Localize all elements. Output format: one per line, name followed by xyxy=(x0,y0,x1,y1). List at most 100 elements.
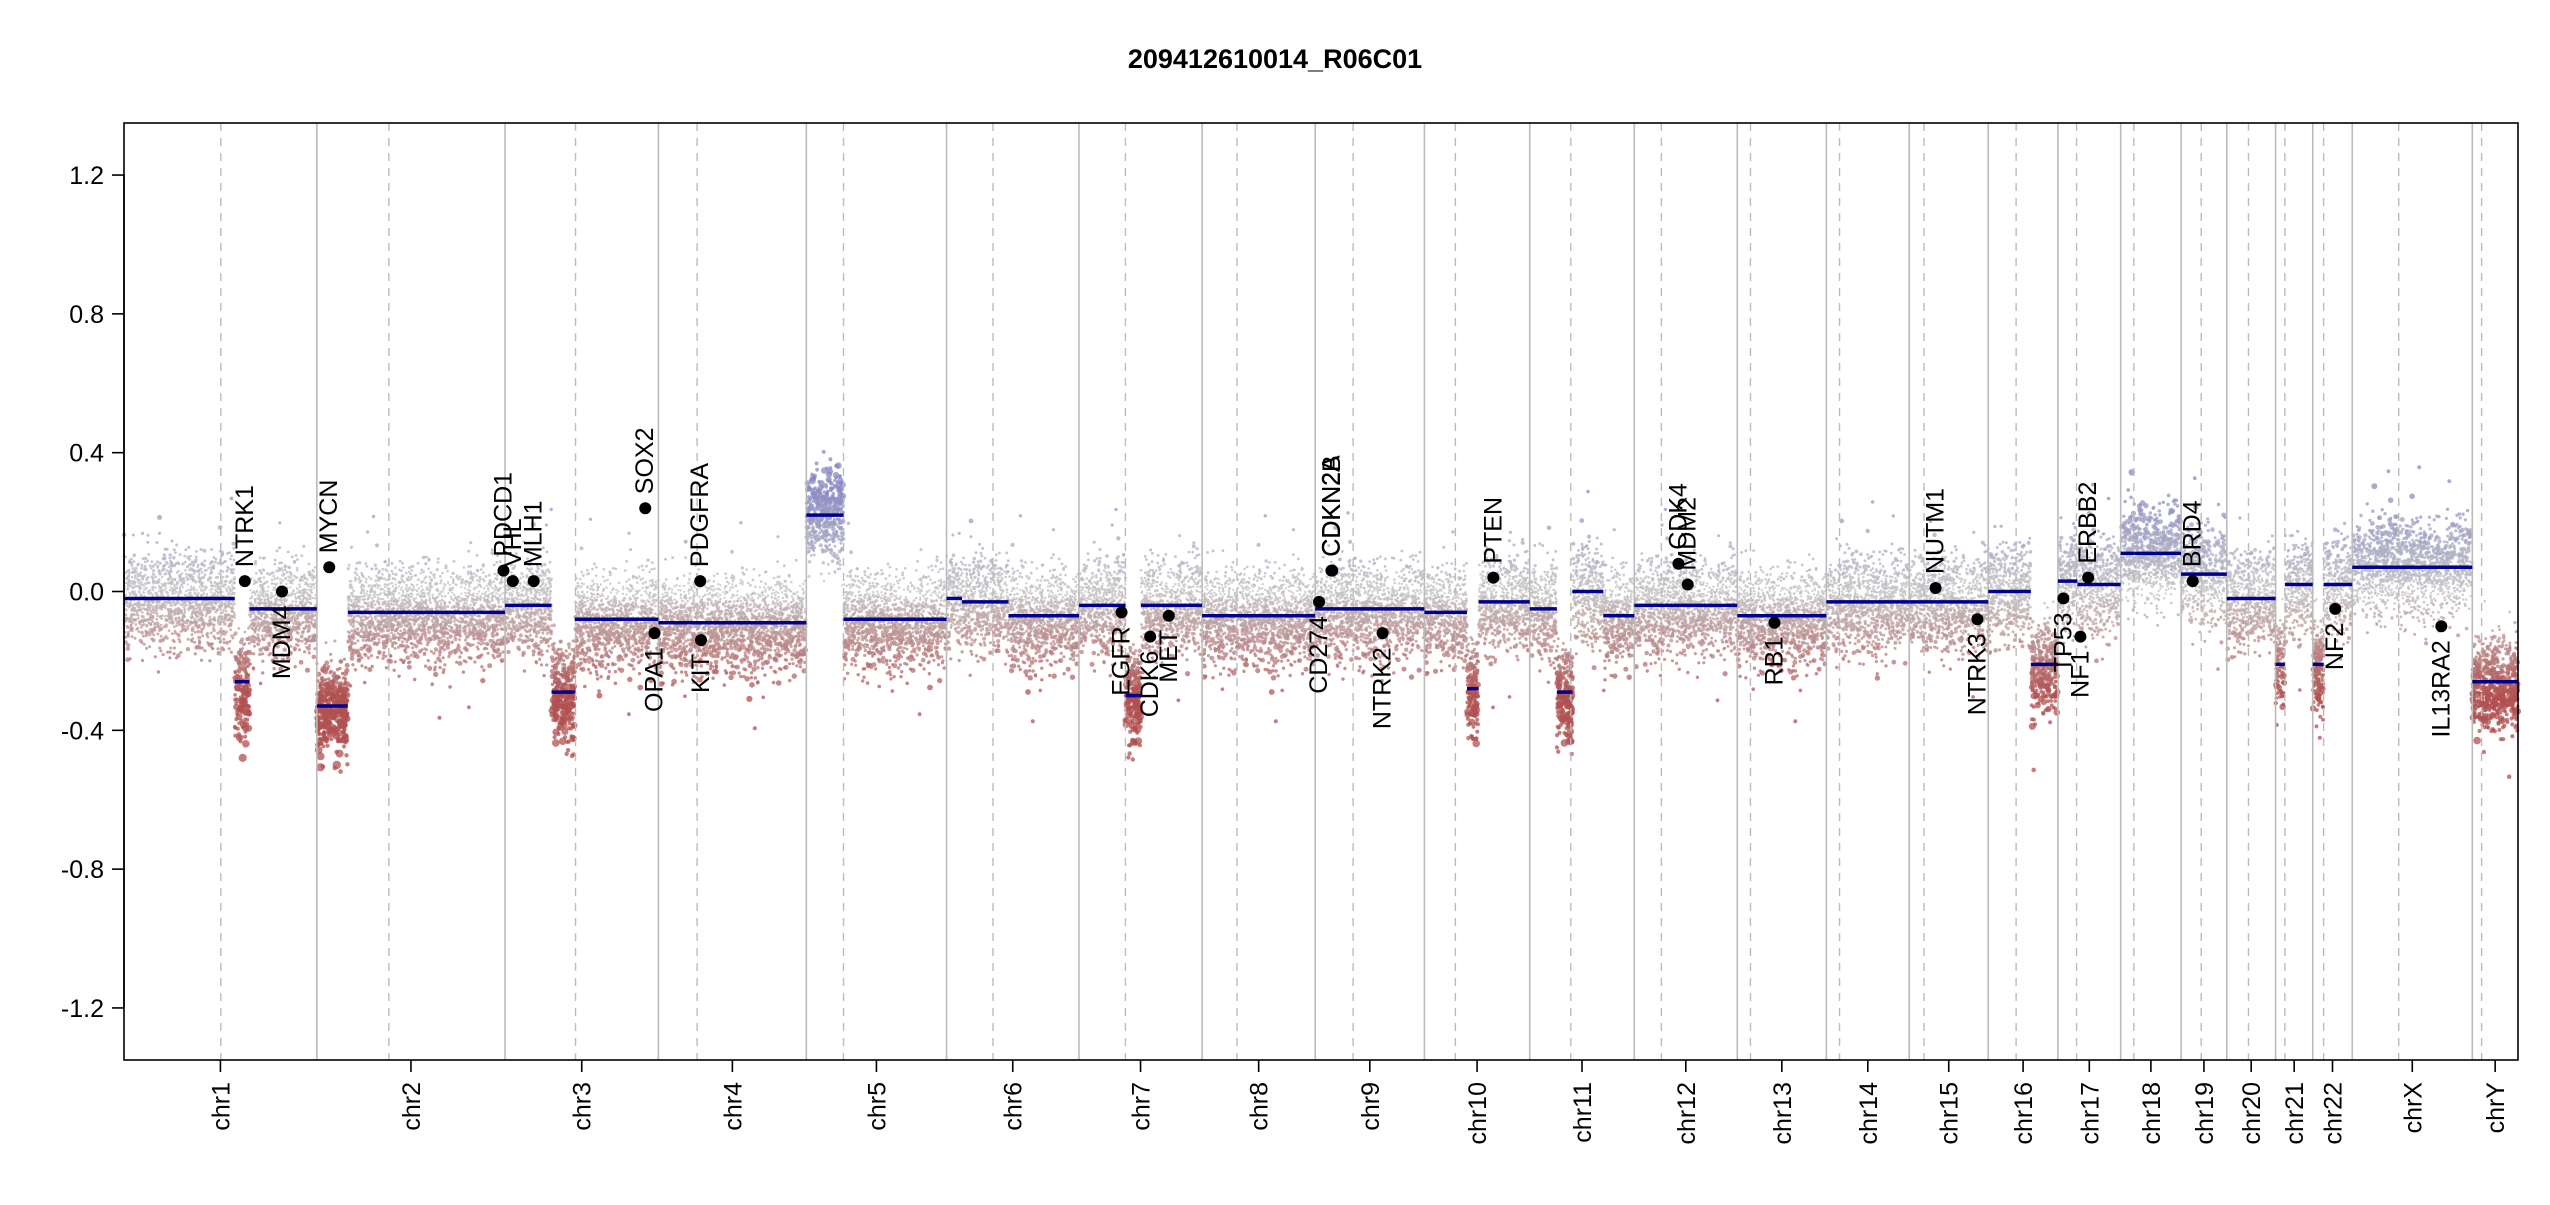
probe-point xyxy=(261,638,264,641)
probe-point xyxy=(148,621,151,624)
probe-point xyxy=(248,638,251,641)
probe-point xyxy=(139,588,141,590)
probe-point xyxy=(239,754,247,762)
probe-point xyxy=(413,678,416,681)
probe-point xyxy=(483,607,486,610)
probe-point xyxy=(350,546,353,549)
probe-point xyxy=(443,663,446,666)
probe-point xyxy=(249,615,252,618)
probe-point xyxy=(494,573,497,576)
probe-point xyxy=(184,569,187,572)
probe-point xyxy=(314,597,316,599)
probe-point xyxy=(427,567,430,570)
probe-point xyxy=(255,627,258,630)
probe-point xyxy=(332,733,336,737)
probe-point xyxy=(312,655,317,660)
probe-point xyxy=(437,636,440,639)
probe-point xyxy=(192,611,195,614)
probe-point xyxy=(353,631,356,634)
probe-point xyxy=(159,649,162,652)
probe-point xyxy=(434,599,437,602)
probe-point xyxy=(152,581,155,584)
probe-point xyxy=(491,654,494,657)
probe-point xyxy=(423,592,425,594)
probe-point xyxy=(191,587,193,589)
probe-point xyxy=(530,619,533,622)
probe-point xyxy=(471,617,474,620)
probe-point xyxy=(201,603,204,606)
probe-point xyxy=(430,571,433,574)
probe-point xyxy=(468,593,471,596)
probe-point xyxy=(360,591,362,593)
probe-point xyxy=(126,626,130,630)
probe-point xyxy=(313,575,316,578)
probe-point xyxy=(500,598,502,600)
probe-point xyxy=(307,621,310,624)
probe-point xyxy=(131,564,134,567)
probe-point xyxy=(403,620,406,623)
probe-point xyxy=(402,574,405,577)
probe-point xyxy=(205,586,208,589)
probe-point xyxy=(442,656,445,659)
probe-point xyxy=(233,693,237,697)
probe-point xyxy=(321,764,326,769)
probe-point xyxy=(313,587,315,589)
probe-point xyxy=(194,618,197,621)
probe-point xyxy=(430,584,432,586)
probe-point xyxy=(238,627,241,630)
probe-point xyxy=(353,590,355,592)
probe-point xyxy=(152,589,154,591)
probe-point xyxy=(381,634,385,638)
probe-point xyxy=(419,636,423,640)
probe-point xyxy=(129,657,132,660)
probe-point xyxy=(376,656,379,659)
probe-point xyxy=(259,577,262,580)
probe-point xyxy=(348,564,351,567)
probe-point xyxy=(417,562,420,565)
probe-point xyxy=(231,637,234,640)
probe-point xyxy=(354,571,357,574)
probe-point xyxy=(427,628,430,631)
probe-point xyxy=(165,591,167,593)
probe-point xyxy=(130,624,133,627)
probe-point xyxy=(224,580,227,583)
probe-point xyxy=(159,573,162,576)
probe-point xyxy=(367,598,369,600)
probe-point xyxy=(370,654,373,657)
probe-point xyxy=(338,769,343,774)
probe-point xyxy=(487,605,490,608)
probe-point xyxy=(274,559,277,562)
probe-point xyxy=(195,581,198,584)
probe-point xyxy=(299,601,302,604)
probe-point xyxy=(172,601,175,604)
probe-point xyxy=(342,744,346,748)
probe-point xyxy=(355,567,358,570)
probe-point xyxy=(366,565,369,568)
probe-point xyxy=(402,661,405,664)
probe-point xyxy=(407,606,410,609)
probe-point xyxy=(164,587,166,589)
probe-point xyxy=(344,735,348,739)
probe-point xyxy=(126,582,128,584)
probe-point xyxy=(368,585,370,587)
probe-point xyxy=(154,586,157,589)
probe-point xyxy=(266,572,269,575)
probe-point xyxy=(212,594,214,596)
probe-point xyxy=(178,638,181,641)
probe-point xyxy=(450,616,453,619)
probe-point xyxy=(328,671,331,674)
probe-point xyxy=(198,573,201,576)
probe-point xyxy=(281,569,284,572)
probe-point xyxy=(425,638,428,641)
probe-point xyxy=(298,589,300,591)
probe-point xyxy=(434,661,437,664)
probe-point xyxy=(221,585,224,588)
probe-point xyxy=(438,649,442,653)
probe-point xyxy=(384,602,387,605)
probe-point xyxy=(449,635,453,639)
probe-point xyxy=(408,566,411,569)
probe-point xyxy=(169,647,172,650)
probe-point xyxy=(284,577,287,580)
probe-point xyxy=(483,587,485,589)
probe-point xyxy=(407,602,410,605)
